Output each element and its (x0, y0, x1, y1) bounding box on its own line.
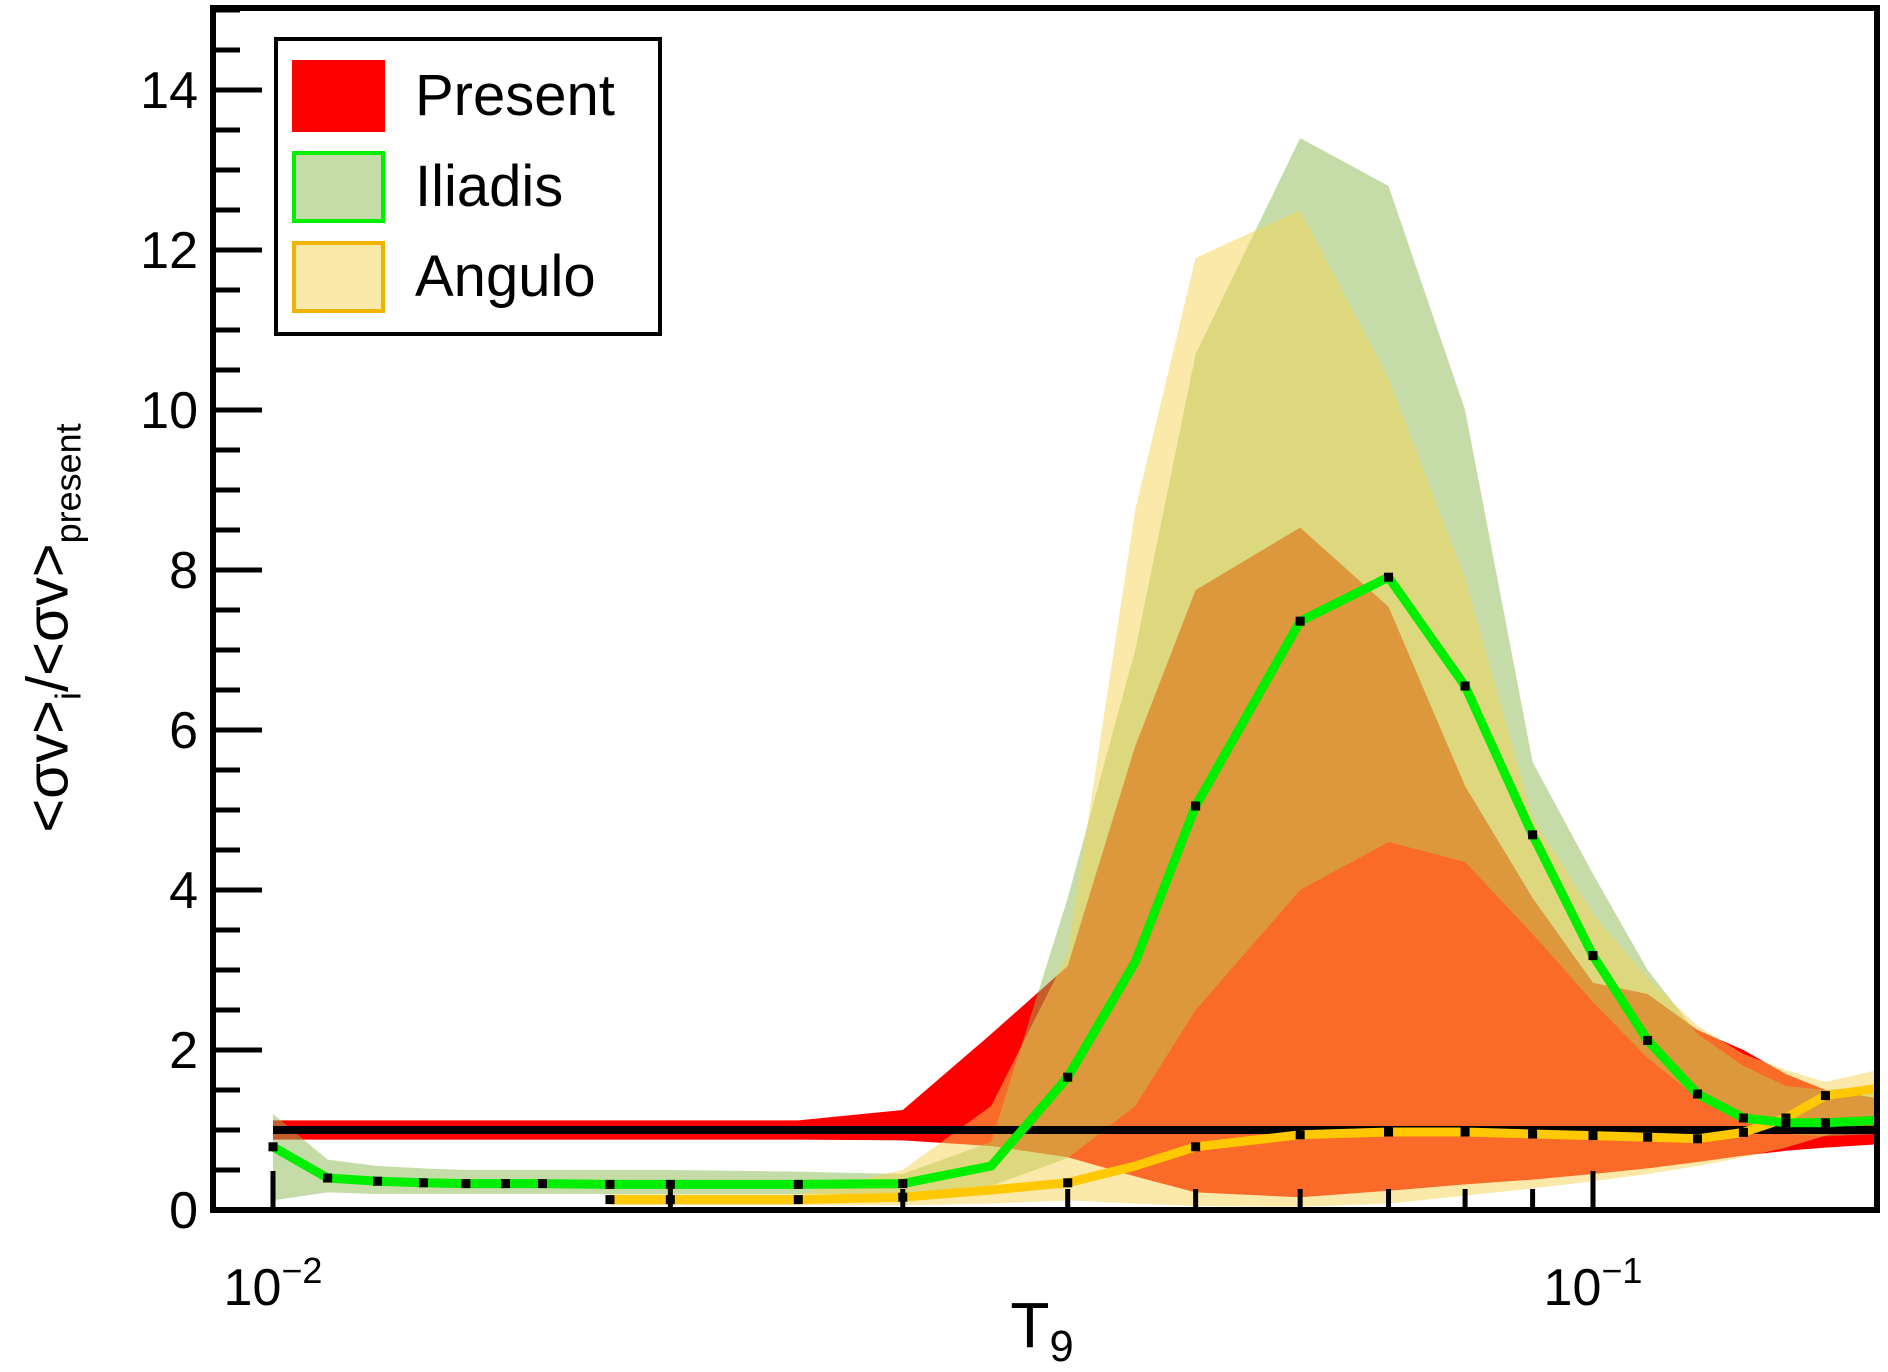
y-tick-label: 12 (140, 222, 198, 280)
angulo-marker (1643, 1132, 1653, 1142)
angulo-marker (1528, 1129, 1538, 1139)
plot-frame (210, 5, 1880, 1213)
iliadis-marker (605, 1179, 615, 1189)
iliadis-marker (1643, 1035, 1653, 1045)
y-tick-label: 8 (169, 542, 198, 600)
y-tick-label: 4 (169, 862, 198, 920)
y-tick-label: 14 (140, 62, 198, 120)
angulo-marker (1460, 1127, 1470, 1137)
legend-swatch-iliadis (292, 150, 385, 223)
legend-swatch-present (292, 59, 385, 132)
y-tick-label: 6 (169, 702, 198, 760)
angulo-marker (1820, 1091, 1830, 1101)
legend-label-angulo: Angulo (415, 244, 596, 310)
angulo-marker (1738, 1127, 1748, 1137)
iliadis-marker (418, 1178, 428, 1188)
angulo-marker (1295, 1130, 1305, 1140)
iliadis-marker (1781, 1118, 1791, 1128)
plot-area (268, 138, 1877, 1207)
legend-entry-iliadis: Iliadis (278, 150, 658, 223)
legend-label-iliadis: Iliadis (415, 153, 564, 219)
legend: Present Iliadis Angulo (274, 37, 662, 336)
iliadis-marker (1191, 801, 1201, 811)
angulo-marker (1063, 1178, 1073, 1188)
axis-ticks (216, 7, 1596, 1213)
y-tick-label: 10 (140, 382, 198, 440)
legend-label-present: Present (415, 62, 615, 128)
legend-swatch-angulo (292, 241, 385, 314)
y-axis-title: <σv>i/<σv>present (15, 423, 89, 833)
iliadis-marker (537, 1179, 547, 1189)
angulo-marker (1693, 1134, 1703, 1144)
iliadis-marker (323, 1173, 333, 1183)
legend-entry-present: Present (278, 59, 658, 132)
iliadis-marker (1738, 1113, 1748, 1123)
iliadis-marker (665, 1179, 675, 1189)
iliadis-marker (1384, 572, 1394, 582)
iliadis-marker (500, 1179, 510, 1189)
legend-entry-angulo: Angulo (278, 241, 658, 314)
angulo-marker (793, 1195, 803, 1205)
tick-labels: 10−2 10−1 0 2 4 6 8 10 12 14 (140, 62, 1642, 1317)
iliadis-marker (1588, 951, 1598, 961)
iliadis-marker (793, 1179, 803, 1189)
iliadis-marker (1460, 681, 1470, 691)
angulo-marker (1781, 1113, 1791, 1123)
y-tick-label: 2 (169, 1022, 198, 1080)
iliadis-marker (1820, 1118, 1830, 1128)
iliadis-marker (1693, 1089, 1703, 1099)
iliadis-marker (1063, 1072, 1073, 1082)
angulo-marker (1588, 1131, 1598, 1141)
angulo-band (609, 210, 1877, 1207)
iliadis-marker (461, 1179, 471, 1189)
x-tick-label: 10−2 (224, 1250, 323, 1317)
angulo-marker (1384, 1127, 1394, 1137)
x-axis-title: T9 (1010, 1289, 1074, 1371)
angulo-marker (1191, 1142, 1201, 1152)
iliadis-line (268, 572, 1877, 1189)
iliadis-marker (1295, 616, 1305, 626)
x-tick-label: 10−1 (1544, 1250, 1643, 1317)
iliadis-marker (268, 1142, 278, 1152)
y-tick-label: 0 (169, 1182, 198, 1240)
iliadis-marker (373, 1176, 383, 1186)
angulo-marker (605, 1195, 615, 1205)
iliadis-marker (898, 1179, 908, 1189)
iliadis-marker (1528, 830, 1538, 840)
